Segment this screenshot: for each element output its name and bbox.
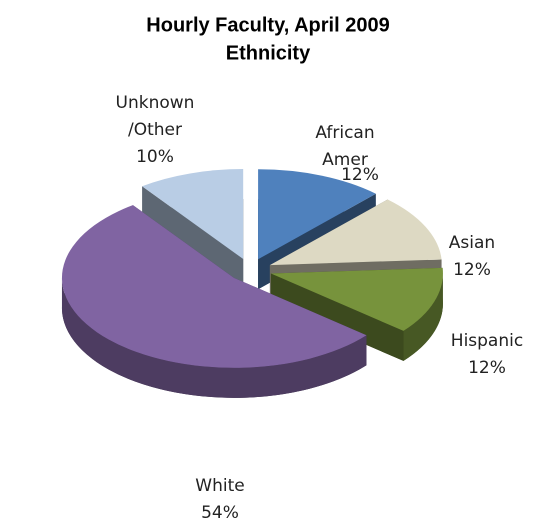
label-line: Amer [322,150,368,170]
slice-label: Asian [449,233,495,253]
value-label: 12% [468,358,506,378]
chart-subtitle: Ethnicity [226,42,311,64]
slice-wall [403,273,443,361]
label-line: Asian [449,233,495,253]
chart-title: Hourly Faculty, April 2009 [146,14,389,36]
slice-label: Hispanic [451,331,523,351]
slice [61,205,367,398]
slice-label: African Amer [315,123,374,170]
slice-label: Unknown/Other [116,93,195,140]
label-line: Unknown [116,93,195,113]
label-line: Hispanic [451,331,523,351]
slice-top [269,199,442,266]
slice-label: White [195,476,244,496]
slice-side [142,186,244,290]
value-label: 12% [453,260,491,280]
label-line: White [195,476,244,496]
slice-top [142,169,244,260]
label-line: /Other [128,120,182,140]
slice-top [61,205,367,368]
value-label: 54% [201,503,239,523]
value-label: 12% [341,165,379,185]
slice-wall [61,277,367,398]
label-line: African [315,123,374,143]
slice-top [258,169,376,260]
slice-top [270,267,443,331]
value-label: 10% [136,147,174,167]
slice-side [270,273,404,361]
